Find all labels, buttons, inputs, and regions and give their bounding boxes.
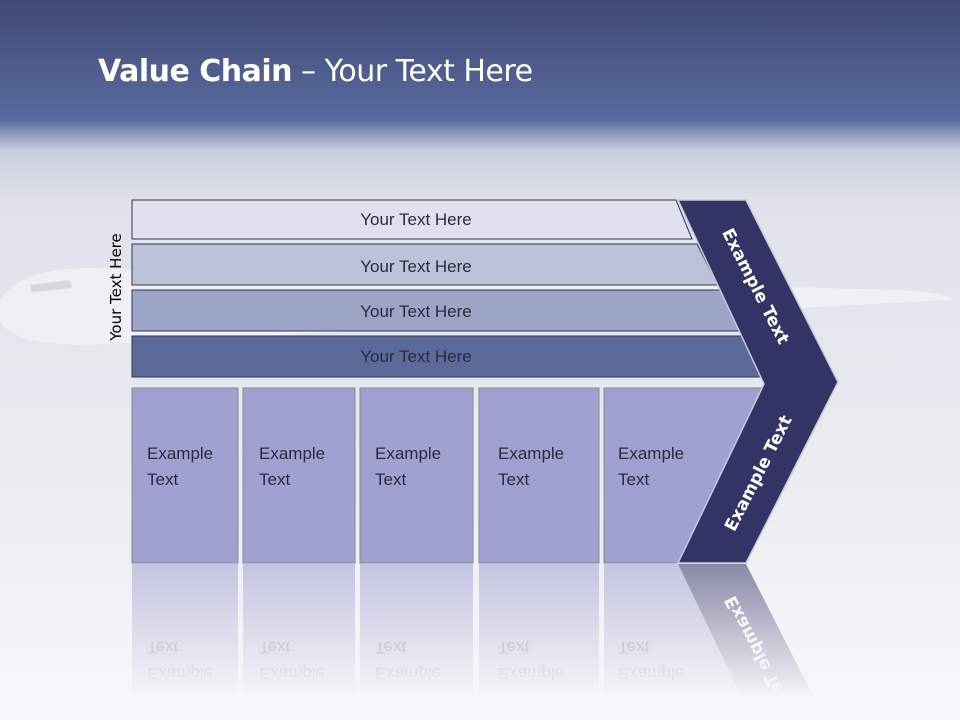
reflection-line: Text [618,638,649,657]
column-2 [242,387,356,564]
column-5-line1: Example [618,444,684,463]
bar-4-label: Your Text Here [360,347,472,366]
column-4 [478,387,600,564]
chevron [676,199,839,564]
title-rest: – Your Text Here [292,54,533,89]
column-3 [359,387,474,564]
bar-1-label: Your Text Here [360,210,472,229]
reflection-line: Example [375,664,441,683]
reflection: Example Text Example Text Example Text E… [132,564,826,720]
reflection-line: Example [618,664,684,683]
bar-3-label: Your Text Here [360,302,472,321]
column-3-line1: Example [375,444,441,463]
column-1-line1: Example [147,444,213,463]
column-4-line2: Text [498,470,529,489]
reflection-line: Text [498,638,529,657]
column-1 [131,387,239,564]
column-2-line2: Text [259,470,290,489]
column-1-line2: Text [147,470,178,489]
column-4-line1: Example [498,444,564,463]
column-3-line2: Text [375,470,406,489]
reflection-line: Example [147,664,213,683]
title-bold: Value Chain [98,54,293,89]
reflection-line: Text [259,638,290,657]
bar-2-label: Your Text Here [360,257,472,276]
slide-title: Value Chain – Your Text Here [98,54,533,89]
bar-1 [131,199,693,240]
reflection-line: Example [498,664,564,683]
column-2-line1: Example [259,444,325,463]
side-label: Your Text Here [107,233,125,341]
reflection-line: Text [147,638,178,657]
reflection-line: Text [375,638,406,657]
reflection-line: Example [259,664,325,683]
column-5-line2: Text [618,470,649,489]
